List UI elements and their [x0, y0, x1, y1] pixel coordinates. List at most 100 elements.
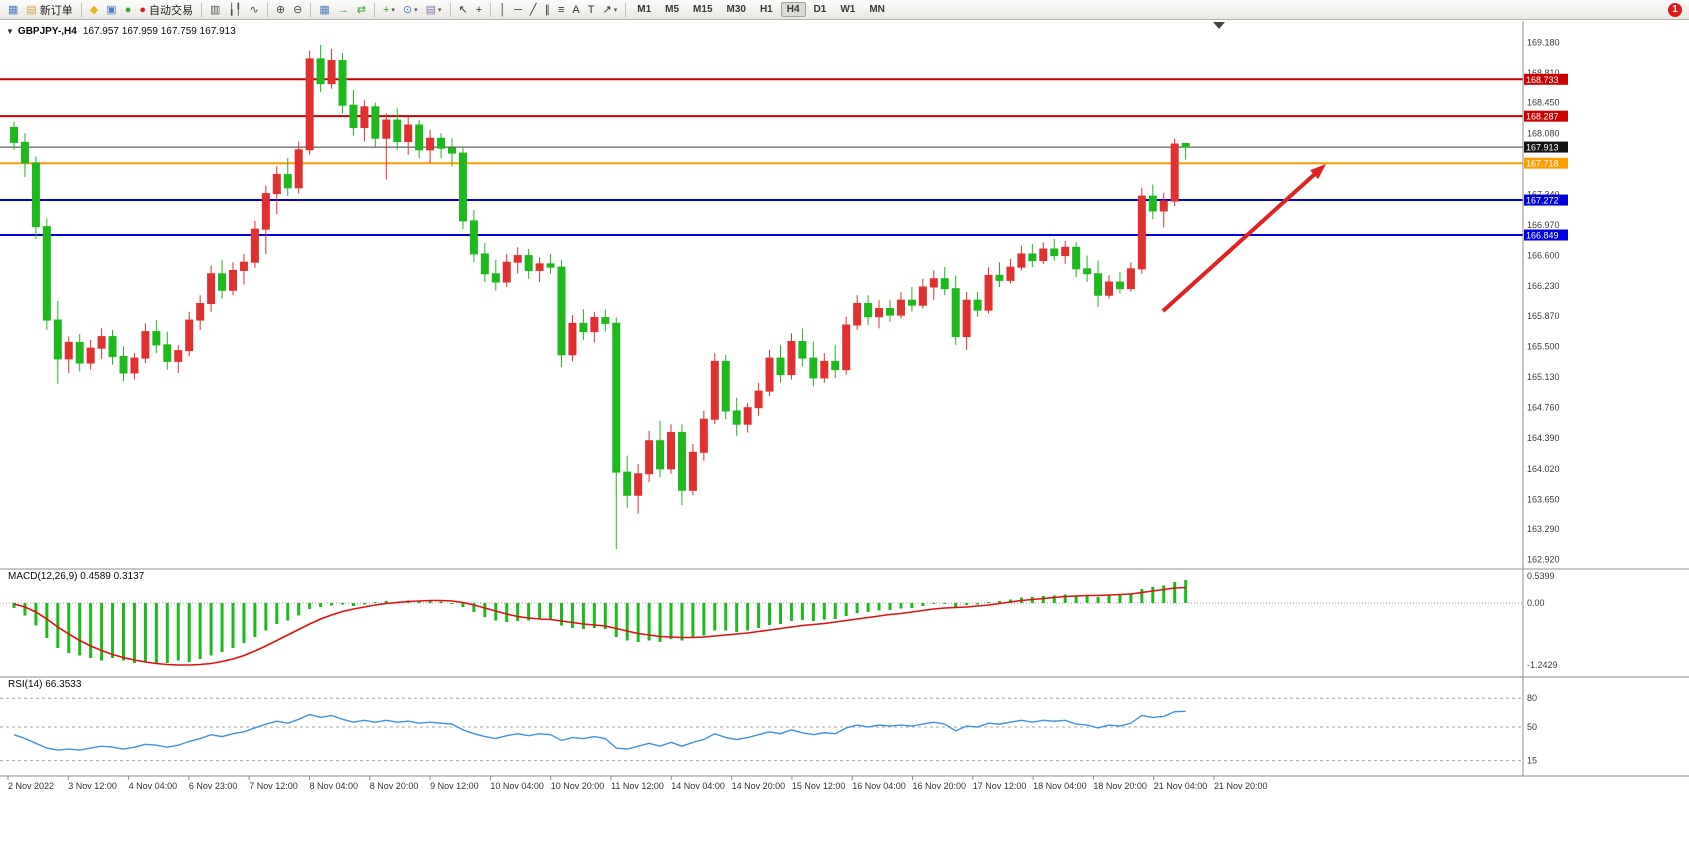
candlestick-chart-button[interactable]: ╽╿ [225, 1, 244, 18]
chart-shift-marker[interactable] [1213, 22, 1225, 29]
macd-histogram-bar [800, 603, 804, 620]
macd-histogram-bar [976, 603, 980, 605]
crosshair-button[interactable]: + [473, 1, 485, 18]
trend-arrow[interactable] [1161, 164, 1326, 313]
templates-button[interactable]: ▤ ▾ [423, 1, 445, 18]
time-tick-label: 9 Nov 12:00 [430, 781, 479, 791]
macd-histogram-bar [779, 603, 782, 624]
auto-scroll-button[interactable]: → [335, 1, 352, 18]
indicators-button[interactable]: + ▾ [380, 1, 398, 18]
auto-trading-button[interactable]: ● 自动交易 [136, 1, 196, 18]
timeframe-m30-button[interactable]: M30 [726, 4, 746, 15]
time-tick-label: 10 Nov 20:00 [551, 781, 605, 791]
macd-histogram-bar [34, 603, 38, 626]
macd-histogram-bar [943, 603, 947, 604]
macd-histogram-bar [516, 603, 520, 621]
macd-histogram-bar [1052, 595, 1056, 603]
candle-body [371, 106, 380, 139]
candle-body [1083, 268, 1092, 275]
time-tick-label: 16 Nov 04:00 [852, 781, 906, 791]
macd-histogram-bar [910, 603, 914, 608]
candle-body [1039, 248, 1048, 262]
macd-histogram-bar [1151, 587, 1155, 603]
candle-body [1061, 246, 1070, 257]
fibonacci-button[interactable]: ≡ [555, 1, 567, 18]
macd-histogram-bar [176, 603, 180, 661]
macd-histogram-bar [1096, 597, 1100, 603]
macd-histogram-bar [472, 603, 476, 612]
time-tick-label: 3 Nov 12:00 [68, 781, 117, 791]
mql5-community-button[interactable]: ◆ [87, 1, 101, 18]
timeframe-mn-button[interactable]: MN [869, 4, 885, 15]
macd-histogram-bar [450, 603, 454, 604]
equidistant-channel-icon: ∥ [544, 3, 551, 16]
candle-body [415, 124, 424, 151]
periods-button[interactable]: ⊙ ▾ [400, 1, 421, 18]
label-button[interactable]: T [585, 1, 598, 18]
macd-histogram [12, 580, 1188, 664]
trendline-button[interactable]: ╱ [527, 1, 540, 18]
macd-histogram-bar [680, 603, 684, 641]
timeframe-m15-button[interactable]: M15 [693, 4, 713, 15]
macd-histogram-bar [56, 603, 60, 648]
zoom-in-button[interactable]: ⊕ [273, 1, 288, 18]
cursor-button[interactable]: ↖ [456, 1, 471, 18]
toolbar-separator [449, 2, 451, 17]
candle-body [207, 273, 216, 305]
chart-shift-button[interactable]: ⇄ [354, 1, 369, 18]
data-window-button[interactable]: ▣ [103, 1, 119, 18]
one-click-trading-toggle-icon[interactable]: ▼ [6, 27, 14, 36]
arrows-button[interactable]: ↗ ▾ [600, 1, 621, 18]
macd-histogram-bar [1085, 596, 1089, 603]
history-center-button[interactable]: ● [122, 1, 135, 18]
timeframe-m1-button[interactable]: M1 [637, 4, 652, 15]
candle-body [995, 274, 1004, 281]
bar-chart-button[interactable]: ▥ [207, 1, 223, 18]
price-badge-bg [1524, 229, 1568, 241]
line-chart-button[interactable]: ∿ [247, 1, 262, 18]
candle-body [1072, 246, 1081, 270]
equidistant-channel-button[interactable]: ∥ [542, 1, 554, 18]
tile-windows-button[interactable]: ▦ [316, 1, 332, 18]
candle-body [579, 322, 588, 333]
zoom-out-button[interactable]: ⊖ [290, 1, 305, 18]
price-tick-label: 165.130 [1527, 372, 1560, 382]
timeframe-w1-button[interactable]: W1 [840, 4, 856, 15]
candle-body [820, 360, 829, 379]
timeframe-h4-button[interactable]: H4 [780, 2, 806, 17]
text-icon: A [572, 3, 580, 16]
notification-badge[interactable]: 1 [1668, 2, 1682, 17]
time-tick-label: 15 Nov 12:00 [792, 781, 846, 791]
vertical-line-button[interactable]: │ [496, 1, 509, 18]
macd-histogram-bar [603, 603, 607, 629]
toolbar-separator [310, 2, 312, 17]
time-tick-label: 2 Nov 2022 [8, 781, 54, 791]
price-badge-label: 168.733 [1526, 75, 1559, 85]
text-button[interactable]: A [569, 1, 582, 18]
candle-body [853, 303, 862, 326]
candle-body [864, 303, 873, 318]
candle-body [743, 407, 752, 425]
new-chart-icon: ▦ [8, 3, 19, 16]
zoom-in-icon: ⊕ [275, 3, 286, 16]
new-order-button[interactable]: ▤ 新订单 [23, 1, 75, 18]
macd-histogram-bar [286, 603, 290, 621]
cursor-icon: ↖ [458, 3, 468, 16]
new-chart-button[interactable]: ▦ [5, 1, 21, 18]
time-axis[interactable]: 2 Nov 2022 3 Nov 12:00 4 Nov 04:00 6 Nov 23… [7, 776, 1268, 791]
price-axis[interactable]: 169.180168.810168.450168.080167.710167.3… [1524, 37, 1568, 565]
horizontal-line-button[interactable]: ─ [511, 1, 525, 18]
candle-body [283, 174, 292, 189]
toolbar-separator [201, 2, 202, 17]
candle-body [163, 344, 172, 362]
vertical-line-icon: │ [499, 3, 507, 16]
candle-body [721, 360, 730, 412]
timeframe-d1-button[interactable]: D1 [813, 4, 827, 15]
macd-histogram-bar [811, 603, 815, 621]
timeframe-h1-button[interactable]: H1 [759, 4, 773, 15]
macd-histogram-bar [1129, 593, 1133, 603]
timeframe-m5-button[interactable]: M5 [665, 4, 680, 15]
candle-body [1181, 142, 1190, 148]
rsi-line [13, 710, 1186, 751]
